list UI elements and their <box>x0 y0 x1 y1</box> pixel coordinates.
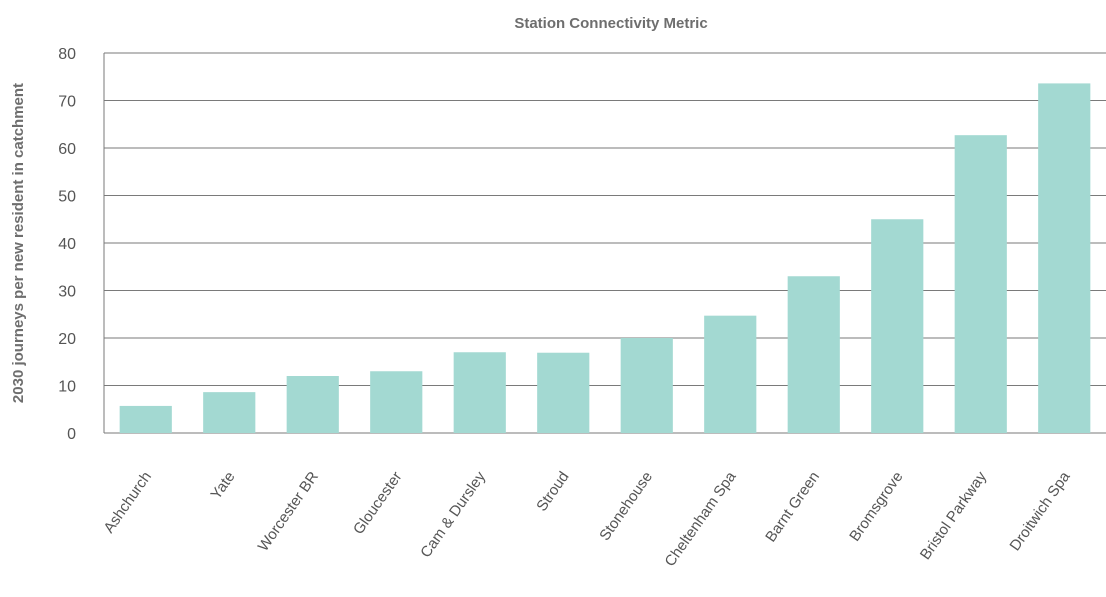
y-tick-label: 20 <box>58 331 76 348</box>
x-tick-label: Yate <box>208 469 239 503</box>
bar <box>537 352 590 433</box>
bar <box>453 352 506 433</box>
x-tick-label: Cam & Dursley <box>417 468 489 561</box>
y-tick-label: 0 <box>67 426 76 443</box>
y-tick-label: 40 <box>58 236 76 253</box>
y-tick-label: 60 <box>58 141 76 158</box>
chart-title: Station Connectivity Metric <box>514 15 707 32</box>
x-tick-label: Bristol Parkway <box>917 468 990 563</box>
y-tick-label: 30 <box>58 284 76 301</box>
x-tick-label: Cheltenham Spa <box>662 468 740 570</box>
bar <box>787 276 840 433</box>
bar <box>370 371 423 433</box>
bar <box>954 135 1007 434</box>
x-tick-label: Droitwich Spa <box>1007 468 1074 554</box>
x-tick-label: Barnt Green <box>762 469 823 546</box>
y-axis-label: 2030 journeys per new resident in catchm… <box>10 83 27 403</box>
y-tick-labels: 0 10 20 30 40 50 60 70 80 <box>58 46 76 443</box>
x-tick-labels: Ashchurch Yate Worcester BR Gloucester Cam &… <box>100 468 1073 570</box>
bar <box>286 376 339 433</box>
x-tick-label: Gloucester <box>350 469 406 538</box>
bar <box>871 219 924 433</box>
bars <box>119 83 1091 434</box>
x-tick-label: Bromsgrove <box>846 469 906 545</box>
y-tick-label: 10 <box>58 379 76 396</box>
x-tick-label: Stonehouse <box>596 469 656 544</box>
y-tick-label: 50 <box>58 189 76 206</box>
x-tick-label: Worcester BR <box>255 468 322 554</box>
bar <box>119 405 172 433</box>
y-tick-label: 80 <box>58 46 76 63</box>
y-tick-label: 70 <box>58 94 76 111</box>
bar <box>1038 83 1091 434</box>
x-tick-label: Ashchurch <box>100 469 155 537</box>
x-tick-label: Stroud <box>533 469 572 515</box>
bar <box>704 315 757 433</box>
bar <box>620 338 673 433</box>
gridlines <box>103 52 1106 434</box>
bar <box>203 392 256 433</box>
